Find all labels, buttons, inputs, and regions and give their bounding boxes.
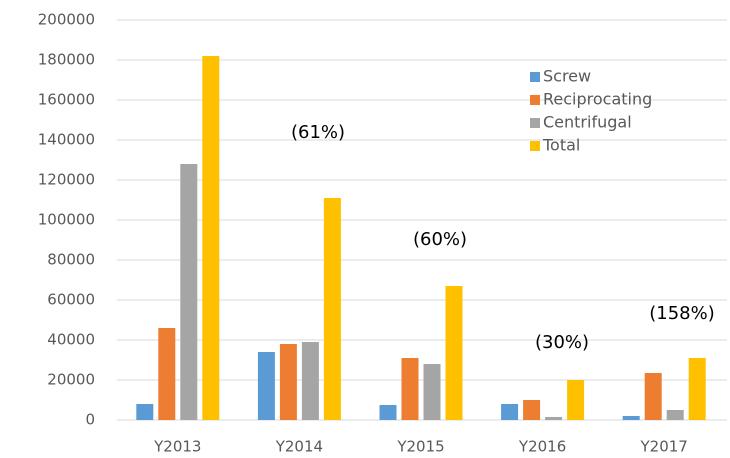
y-tick-label: 140000 — [38, 131, 95, 149]
bar — [257, 352, 275, 420]
x-tick-label: Y2013 — [153, 438, 201, 456]
bar — [622, 416, 640, 420]
annotation: (61%) — [291, 122, 345, 143]
bar — [202, 56, 220, 420]
legend-swatch — [530, 118, 540, 128]
y-tick-label: 120000 — [38, 171, 95, 189]
bar — [136, 404, 154, 420]
legend-label: Reciprocating — [543, 90, 652, 109]
bar — [644, 373, 662, 420]
x-tick-label: Y2016 — [518, 438, 566, 456]
annotation: (60%) — [413, 229, 467, 250]
y-tick-label: 100000 — [38, 211, 95, 229]
bar — [158, 328, 176, 420]
legend-label: Total — [542, 136, 580, 155]
bar — [323, 198, 341, 420]
y-tick-label: 80000 — [47, 251, 95, 269]
bar — [379, 405, 397, 420]
bar — [545, 417, 563, 420]
annotation: (30%) — [535, 332, 589, 353]
y-tick-label: 40000 — [47, 331, 95, 349]
legend-label: Screw — [543, 67, 591, 86]
x-tick-label: Y2015 — [396, 438, 444, 456]
bar — [688, 358, 706, 420]
x-tick-label: Y2017 — [640, 438, 688, 456]
bar — [401, 358, 419, 420]
y-tick-label: 0 — [85, 411, 95, 429]
y-tick-label: 60000 — [47, 291, 95, 309]
bar — [666, 410, 684, 420]
x-tick-label: Y2014 — [275, 438, 323, 456]
bar — [423, 364, 441, 420]
bar — [523, 400, 541, 420]
y-tick-label: 160000 — [38, 91, 95, 109]
y-tick-label: 180000 — [38, 51, 95, 69]
legend-swatch — [530, 95, 540, 105]
bar — [567, 380, 585, 420]
legend-swatch — [530, 141, 540, 151]
y-tick-label: 200000 — [38, 11, 95, 29]
bar — [501, 404, 519, 420]
bar — [445, 286, 463, 420]
bar — [301, 342, 319, 420]
bar — [180, 164, 198, 420]
legend-label: Centrifugal — [543, 113, 632, 132]
y-tick-label: 20000 — [47, 371, 95, 389]
bar — [279, 344, 297, 420]
legend-swatch — [530, 72, 540, 82]
annotation: (158%) — [649, 303, 715, 324]
